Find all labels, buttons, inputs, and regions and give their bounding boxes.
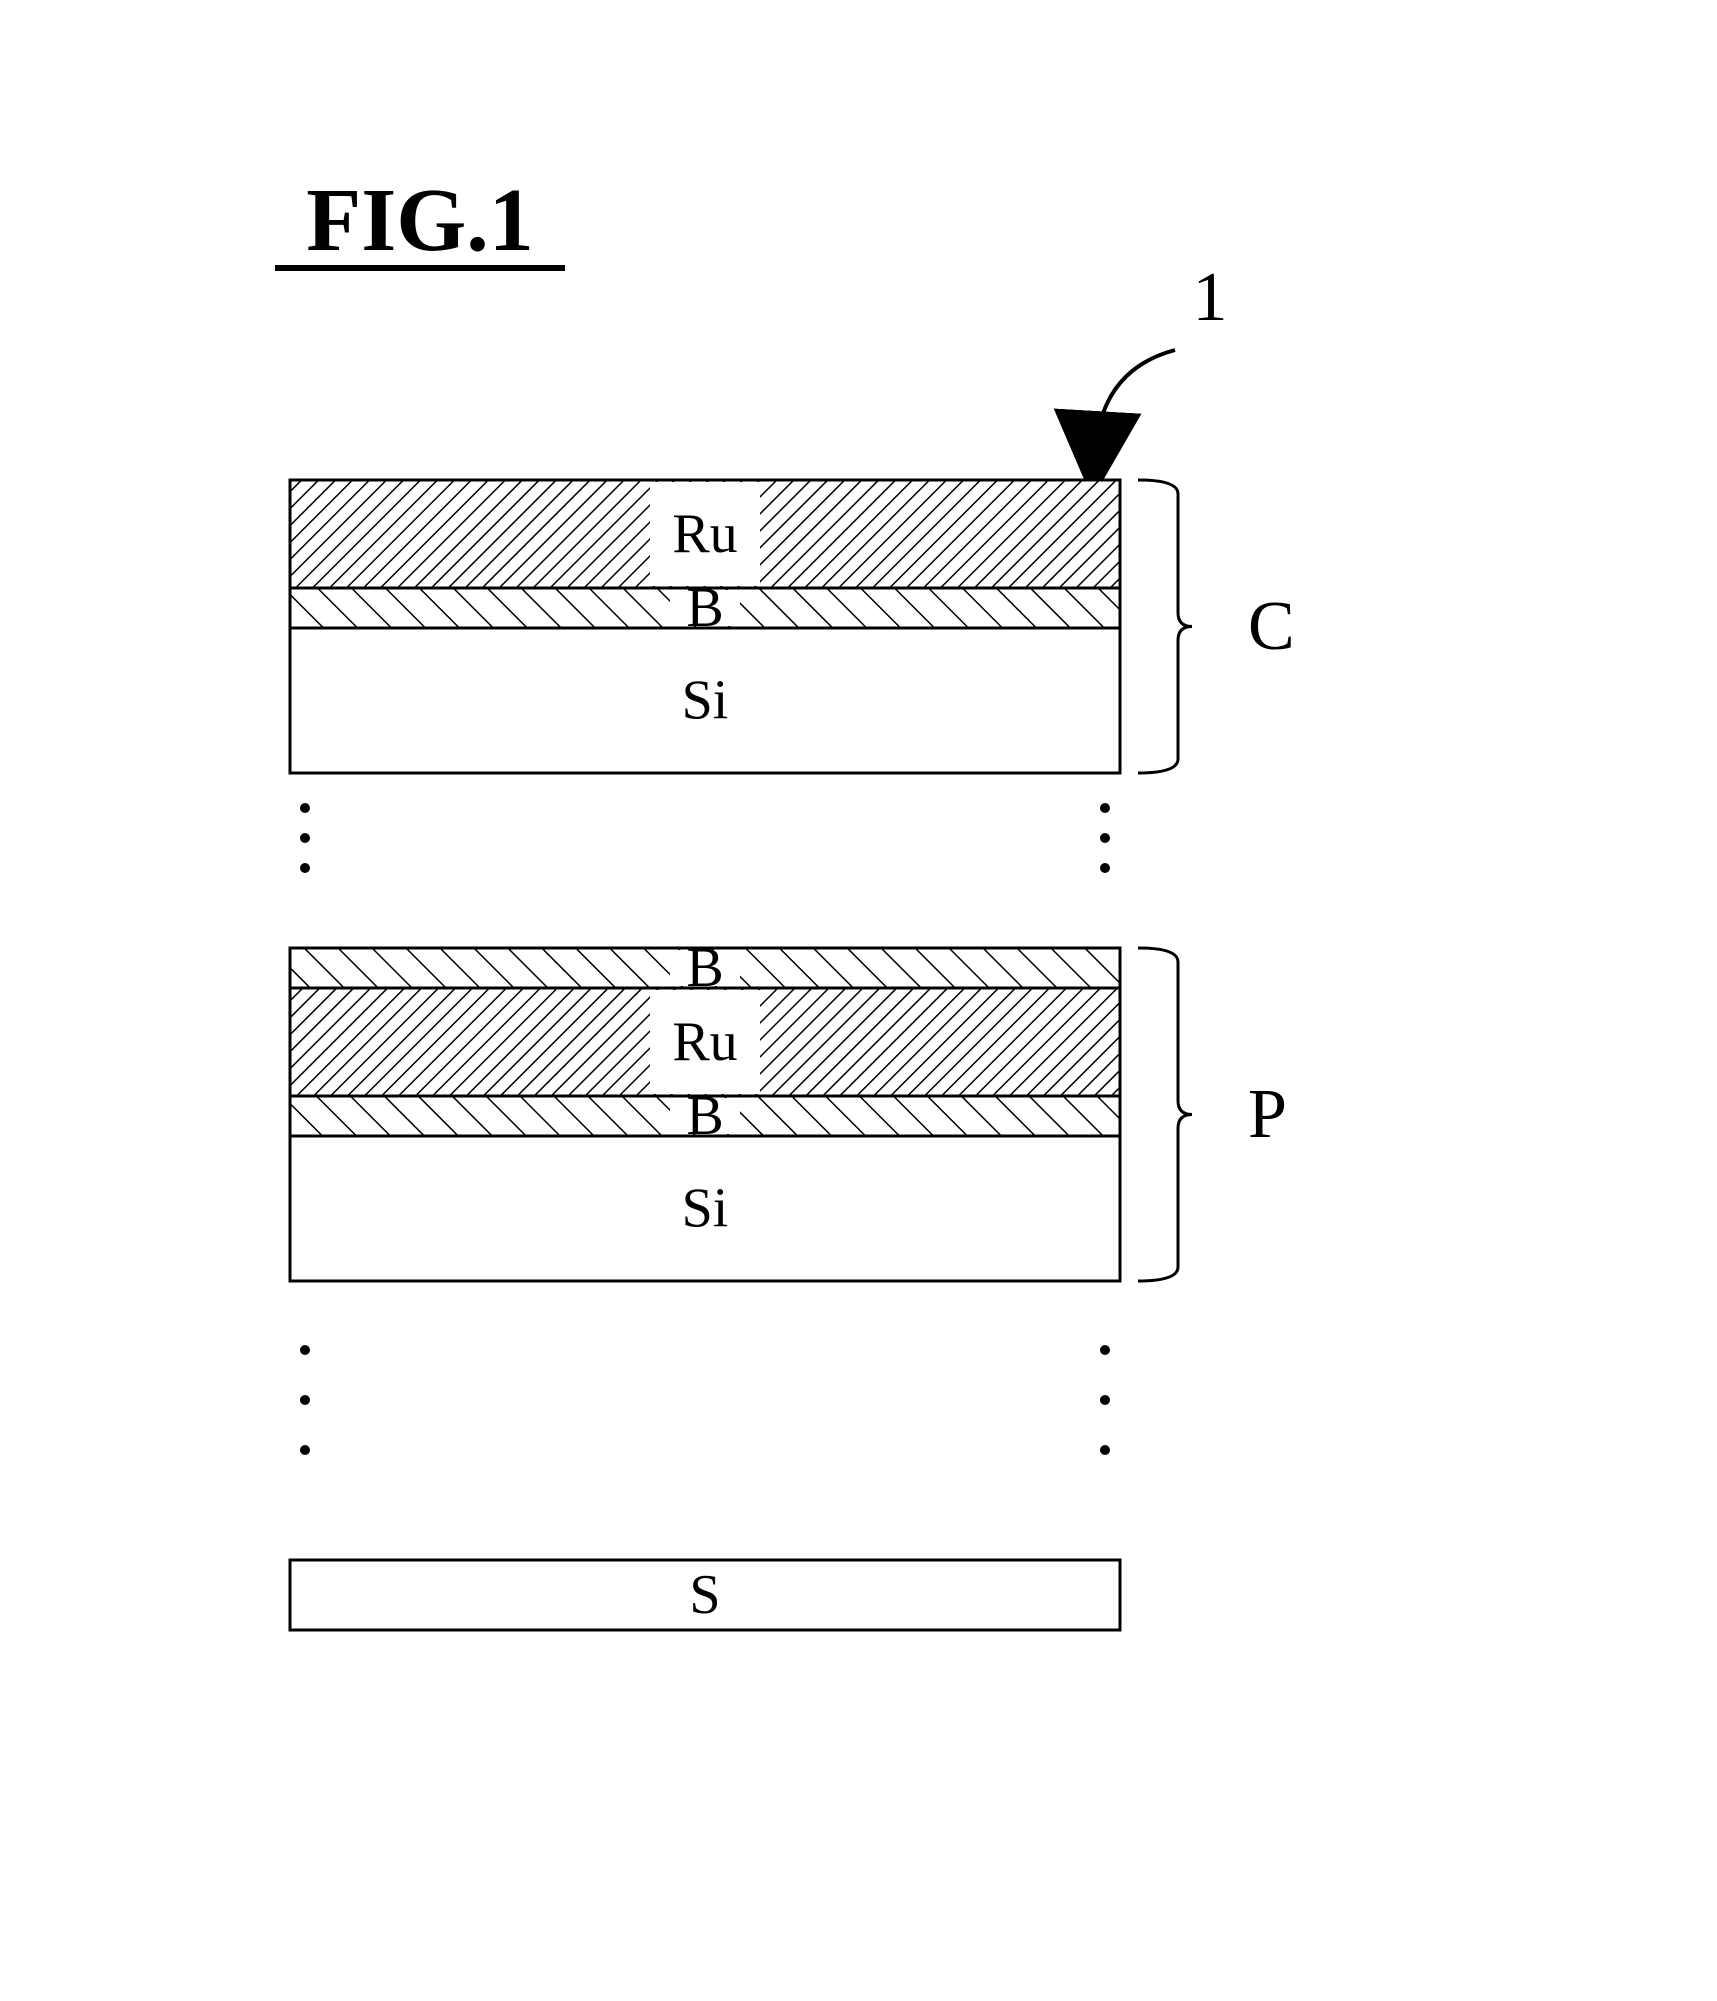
ellipsis-dot [1100,1395,1110,1405]
brace-C [1138,480,1192,773]
brace-label-C: C [1248,588,1295,665]
callout-arrow-1 [1095,350,1175,455]
brace-P [1138,948,1192,1281]
ellipsis-dot [300,1395,310,1405]
substrate-label: S [689,1564,720,1626]
ellipsis-dot [300,803,310,813]
layer-Ru: Ru [290,988,1120,1096]
layer-label-Si: Si [682,670,729,732]
ellipsis-dot [300,863,310,873]
layer-label-Ru: Ru [672,1011,737,1073]
ellipsis-dot [1100,1445,1110,1455]
ellipsis-dot [1100,863,1110,873]
layer-Si: Si [290,628,1120,773]
brace-label-P: P [1248,1076,1287,1153]
ellipsis-dot [300,1345,310,1355]
ellipsis-dot [300,833,310,843]
ellipsis-dot [300,1445,310,1455]
ellipsis-dot [1100,833,1110,843]
layer-Ru: Ru [290,480,1120,588]
figure-title: FIG.1 [306,171,534,270]
layer-label-Si: Si [682,1178,729,1240]
callout-label-1: 1 [1193,259,1228,336]
layer-label-Ru: Ru [672,503,737,565]
ellipsis-dot [1100,1345,1110,1355]
ellipsis-dot [1100,803,1110,813]
layer-Si: Si [290,1136,1120,1281]
